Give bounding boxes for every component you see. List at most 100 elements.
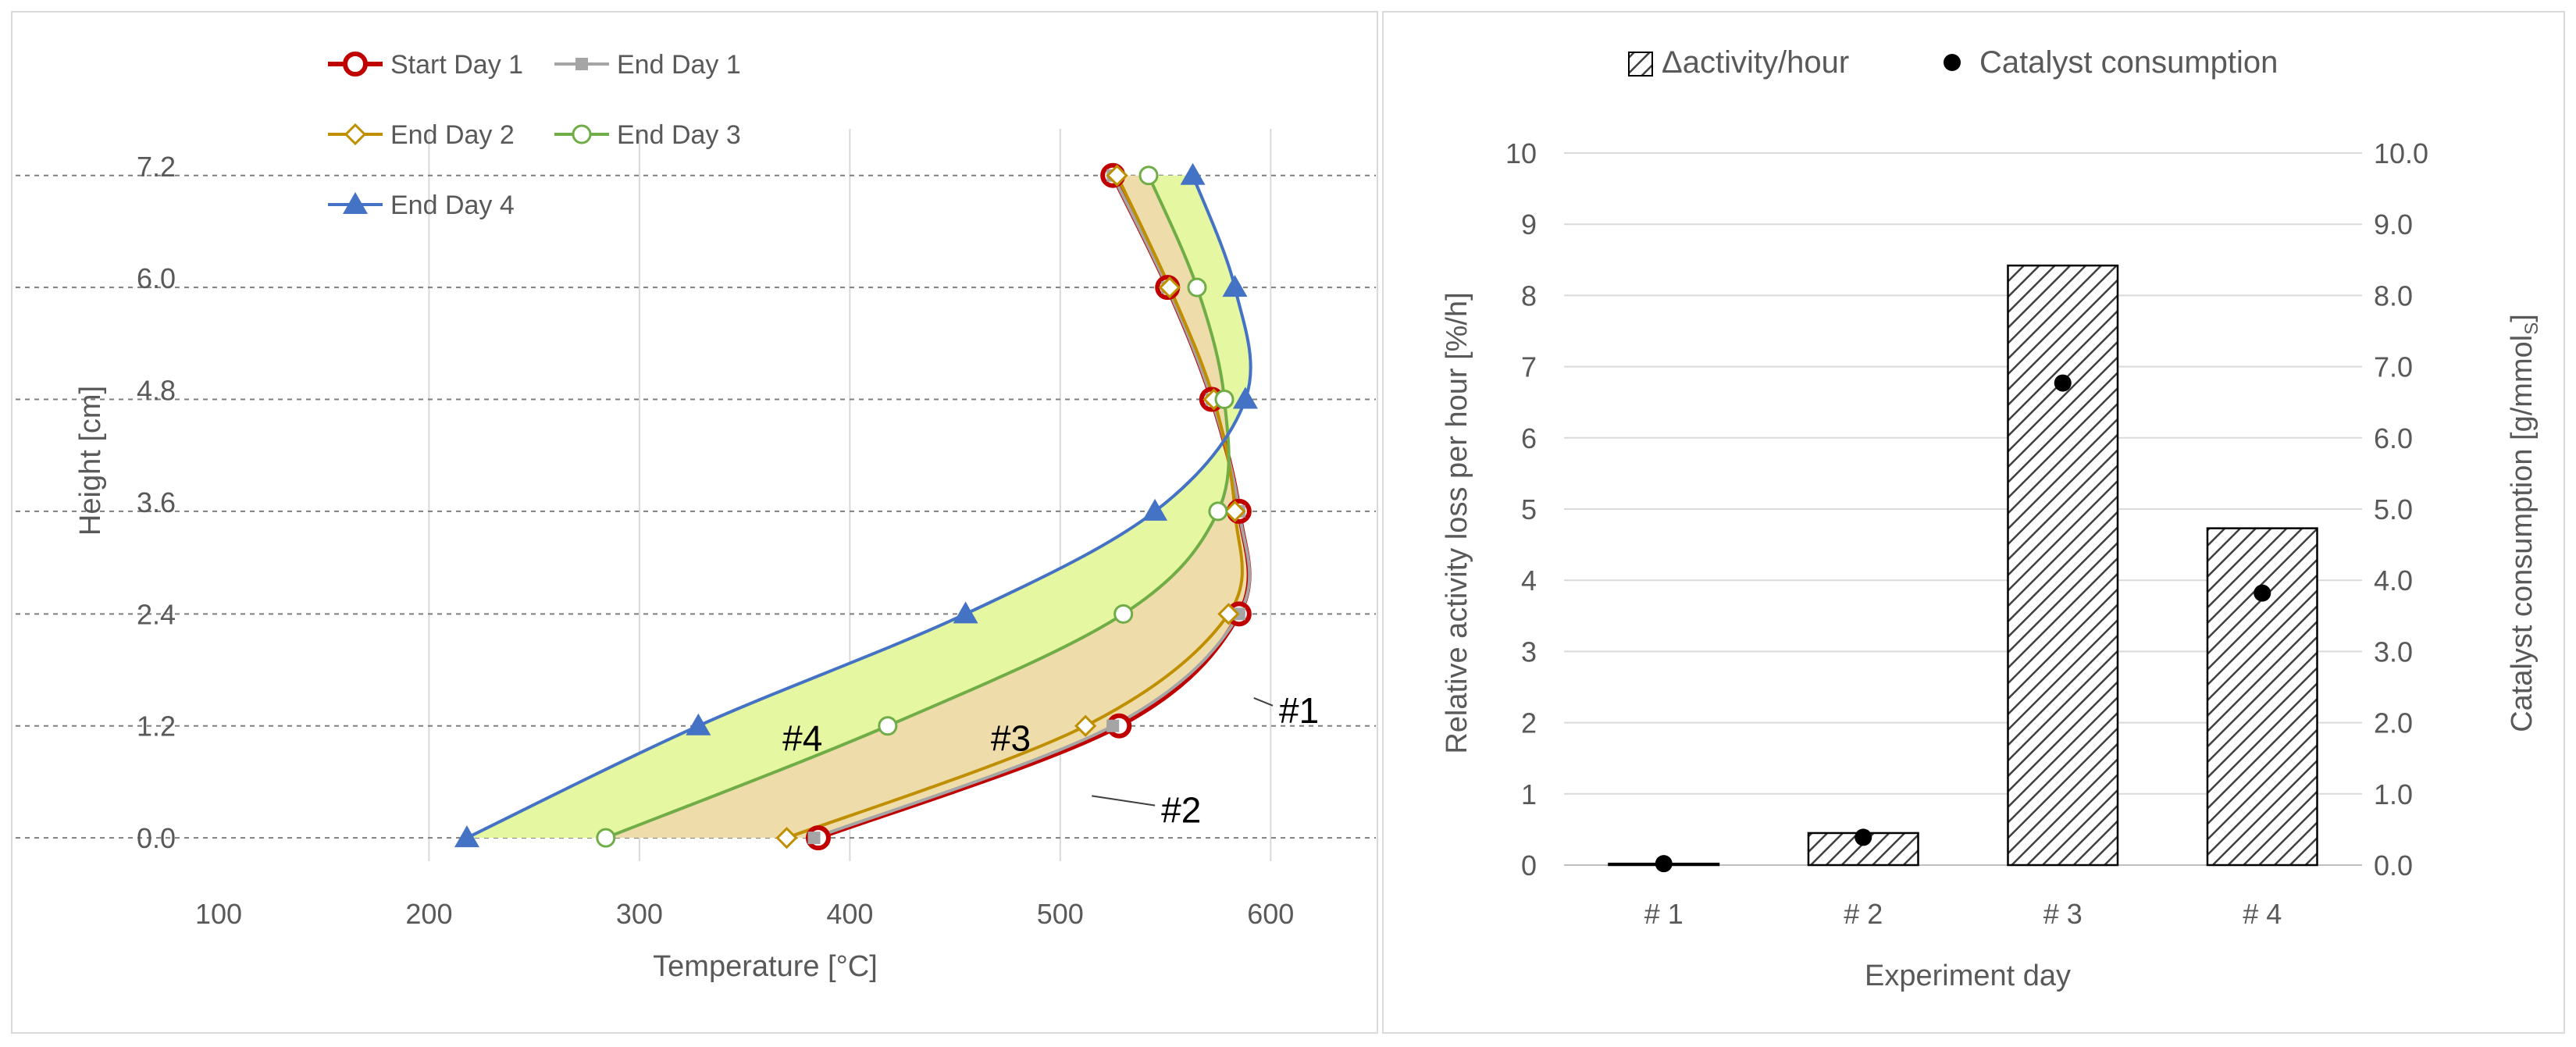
y2-tick-label: 4.0 (2374, 564, 2413, 597)
x-axis-title: Experiment day (1865, 960, 2071, 992)
bar-3 (2007, 264, 2119, 867)
data-point-end-day-4 (1222, 275, 1248, 297)
y2-tick-label: 8.0 (2374, 280, 2413, 312)
legend-marker-end-day-1 (575, 58, 588, 70)
series-line-end-day-3 (605, 174, 1231, 839)
data-point-end-day-2 (1217, 603, 1240, 625)
y-tick-label: 0 (1521, 849, 1537, 881)
x-axis-title: Temperature [°C] (653, 950, 878, 983)
y-tick-label: 10 (1505, 137, 1537, 169)
x-tick-label: 600 (1247, 898, 1294, 930)
legend-marker-end-day-4 (343, 192, 368, 214)
data-point-end-day-1 (807, 832, 821, 845)
annotation-label: #4 (782, 718, 822, 759)
x-tick-label: # 3 (2043, 898, 2083, 930)
y2-tick-label: 7.0 (2374, 351, 2413, 383)
legend-label-end-day-3: End Day 3 (617, 120, 741, 150)
y2-tick-label: 1.0 (2374, 778, 2413, 810)
y-axis-title: Relative activity loss per hour [%/h] (1441, 292, 1473, 753)
data-point-end-day-3 (1113, 604, 1134, 624)
data-point-end-day-1 (1106, 719, 1120, 732)
y-tick-label: 1.2 (137, 710, 176, 743)
y-tick-label: 2.4 (137, 598, 176, 630)
legend-label-end-day-4: End Day 4 (390, 191, 515, 220)
y-tick-label: 7.2 (137, 151, 176, 183)
annotation-leader (1092, 795, 1156, 807)
data-point-end-day-2 (1224, 500, 1246, 523)
y-tick-label: 3 (1521, 636, 1537, 668)
activity-loss-panel (1382, 11, 2565, 1034)
x-tick-label: # 4 (2243, 898, 2282, 930)
y-tick-label: 5 (1521, 493, 1537, 525)
annotation-label: #1 (1279, 690, 1319, 731)
y-tick-label: 1 (1521, 778, 1537, 810)
legend-marker-end-day-2 (344, 123, 367, 146)
legend-label-start-day-1: Start Day 1 (390, 50, 523, 80)
annotation-leader (1253, 696, 1274, 707)
legend-label-consumption: Catalyst consumption (1979, 45, 2278, 80)
y-axis-title: Height [cm] (74, 386, 107, 536)
data-point-end-day-4 (1180, 162, 1206, 185)
data-point-end-day-4 (1142, 498, 1168, 521)
data-point-end-day-2 (775, 827, 798, 849)
data-point-end-day-4 (1232, 386, 1258, 409)
x-tick-label: 400 (826, 898, 873, 930)
y-tick-label: 4.8 (137, 375, 176, 407)
data-point-end-day-4 (454, 825, 479, 848)
y-tick-label: 9 (1521, 208, 1537, 240)
data-point-end-day-3 (1208, 501, 1228, 522)
data-point-end-day-4 (953, 601, 978, 624)
y2-tick-label: 2.0 (2374, 707, 2413, 739)
shaded-area-end-day-3-start-day-1 (605, 175, 1249, 839)
y-tick-label: 7 (1521, 351, 1537, 383)
y2-tick-label: 6.0 (2374, 422, 2413, 454)
y-tick-label: 0.0 (137, 822, 176, 854)
annotation-label: #2 (1161, 790, 1201, 831)
x-tick-label: 300 (616, 898, 663, 930)
data-point-end-day-3 (596, 828, 616, 848)
x-tick-label: 100 (195, 898, 242, 930)
y2-tick-label: 0.0 (2374, 849, 2413, 881)
y-tick-label: 6.0 (137, 262, 176, 294)
legend: Δactivity/hour Catalyst consumption (1628, 45, 2278, 80)
legend-marker-end-day-3 (572, 124, 592, 144)
x-tick-label: 200 (405, 898, 452, 930)
y-tick-label: 8 (1521, 280, 1537, 312)
y-tick-label: 6 (1521, 422, 1537, 454)
consumption-dot-4 (2254, 584, 2271, 602)
y-tick-label: 2 (1521, 707, 1537, 739)
y2-tick-label: 9.0 (2374, 208, 2413, 240)
y-tick-label: 4 (1521, 564, 1537, 597)
legend-marker-start-day-1 (343, 52, 368, 77)
x-tick-label: # 1 (1644, 898, 1683, 930)
data-point-end-day-3 (1187, 277, 1207, 297)
data-point-end-day-2 (1074, 714, 1097, 737)
x-tick-label: # 2 (1844, 898, 1883, 930)
legend-label-end-day-2: End Day 2 (390, 120, 515, 150)
legend-swatch-consumption (1944, 54, 1961, 71)
consumption-dot-1 (1655, 855, 1673, 873)
consumption-dot-2 (1855, 828, 1872, 846)
legend-label-end-day-1: End Day 1 (617, 50, 741, 80)
annotation-label: #3 (991, 718, 1031, 759)
data-point-end-day-3 (1214, 390, 1235, 410)
y-tick-label: 3.6 (137, 486, 176, 518)
bar-4 (2206, 527, 2318, 867)
data-point-end-day-2 (1158, 276, 1181, 299)
legend: Start Day 1 End Day 1 End Day 2 End Day 3 En… (328, 50, 741, 220)
legend-label-activity: Δactivity/hour (1662, 45, 1849, 80)
bar-2 (1807, 832, 1919, 867)
data-point-end-day-3 (878, 716, 898, 736)
data-point-end-day-3 (1138, 166, 1159, 186)
series-line-end-day-4 (466, 175, 1252, 839)
data-point-end-day-4 (686, 713, 711, 735)
y2-tick-label: 10.0 (2374, 137, 2428, 169)
consumption-dot-3 (2054, 374, 2072, 392)
y2-tick-label: 5.0 (2374, 493, 2413, 525)
shaded-area-end-day-4-end-day-3 (466, 175, 1251, 839)
data-point-end-day-2 (1106, 164, 1128, 187)
y2-axis-title: Catalyst consumption [g/mmolS] (2506, 314, 2542, 732)
x-tick-label: 500 (1037, 898, 1084, 930)
